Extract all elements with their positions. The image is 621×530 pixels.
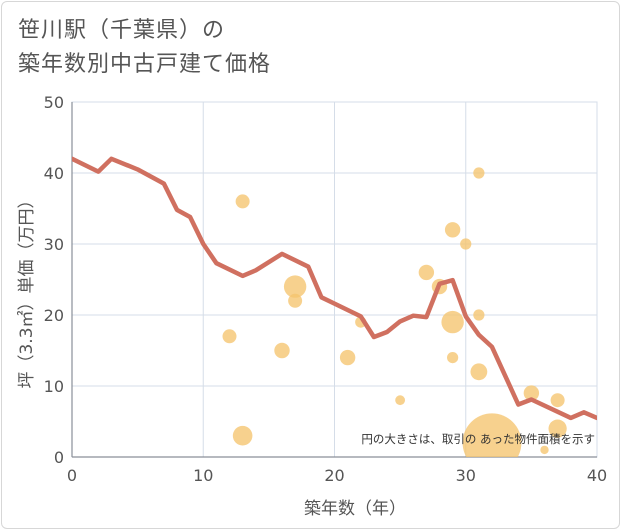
tick-labels: 0 10 20 30 40 50 0 10 20 30 40 [44,93,608,485]
bubble-point [288,293,303,308]
chart-title-line-2: 築年数別中古戸建て価格 [18,52,272,77]
average-price-line [72,156,597,421]
bubble-point [232,425,253,446]
bubble-point [441,310,464,334]
bubble-point [548,419,567,438]
bubble-point [418,264,435,281]
y-tick-label: 0 [54,448,64,467]
chart-title-line-1: 笹川駅（千葉県）の [18,18,226,43]
bubble-point [222,329,237,344]
x-tick-label: 20 [324,466,344,485]
y-tick-label: 30 [44,235,64,254]
bubble-point [460,238,472,250]
y-axis-title: 坪（3.3㎡）単価（万円） [17,191,37,388]
bubble-series [131,88,567,457]
bubble-point [462,413,522,457]
bubble-point [131,88,145,102]
bubble-point [473,167,485,179]
y-tick-label: 10 [44,377,64,396]
bubble-point [473,309,485,321]
bubble-point [339,349,356,366]
bubble-point [540,445,549,455]
x-tick-label: 40 [587,466,607,485]
x-axis-title: 築年数（年） [304,499,406,519]
y-tick-label: 40 [44,164,64,183]
average-line-series [72,156,597,421]
bubble-point [470,363,488,381]
bubble-point [444,222,461,238]
bubble-point [550,393,565,408]
bubble-point [283,275,307,298]
bubble-point [274,342,290,359]
bubble-point [395,395,406,406]
chart-title: 笹川駅（千葉県）の 築年数別中古戸建て価格 [18,14,271,82]
x-tick-label: 30 [456,466,476,485]
bubble-point [523,385,540,401]
y-tick-label: 20 [44,306,64,325]
y-tick-label: 50 [44,93,64,112]
x-tick-label: 0 [67,466,77,485]
bubble-size-note: 円の大きさは、取引の あった物件面積を示す [361,432,595,446]
bubble-point [447,352,459,364]
x-tick-label: 10 [193,466,213,485]
bubble-point [235,194,250,209]
